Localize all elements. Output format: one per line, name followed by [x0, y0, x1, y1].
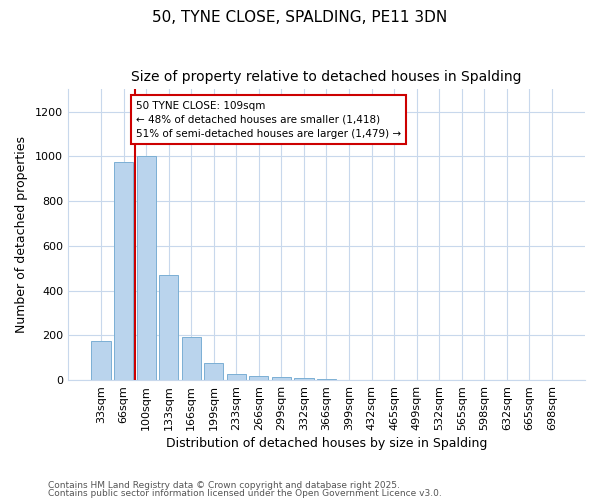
Bar: [204, 364, 223, 380]
Bar: [114, 162, 133, 380]
X-axis label: Distribution of detached houses by size in Spalding: Distribution of detached houses by size …: [166, 437, 487, 450]
Bar: [159, 275, 178, 380]
Bar: [317, 379, 336, 380]
Bar: [182, 337, 201, 380]
Bar: [227, 374, 246, 380]
Bar: [272, 378, 291, 380]
Title: Size of property relative to detached houses in Spalding: Size of property relative to detached ho…: [131, 70, 522, 84]
Text: Contains public sector information licensed under the Open Government Licence v3: Contains public sector information licen…: [48, 488, 442, 498]
Bar: [295, 378, 314, 380]
Y-axis label: Number of detached properties: Number of detached properties: [15, 136, 28, 333]
Bar: [137, 156, 155, 380]
Text: 50, TYNE CLOSE, SPALDING, PE11 3DN: 50, TYNE CLOSE, SPALDING, PE11 3DN: [152, 10, 448, 25]
Text: 50 TYNE CLOSE: 109sqm
← 48% of detached houses are smaller (1,418)
51% of semi-d: 50 TYNE CLOSE: 109sqm ← 48% of detached …: [136, 100, 401, 138]
Bar: [249, 376, 268, 380]
Text: Contains HM Land Registry data © Crown copyright and database right 2025.: Contains HM Land Registry data © Crown c…: [48, 481, 400, 490]
Bar: [91, 341, 110, 380]
